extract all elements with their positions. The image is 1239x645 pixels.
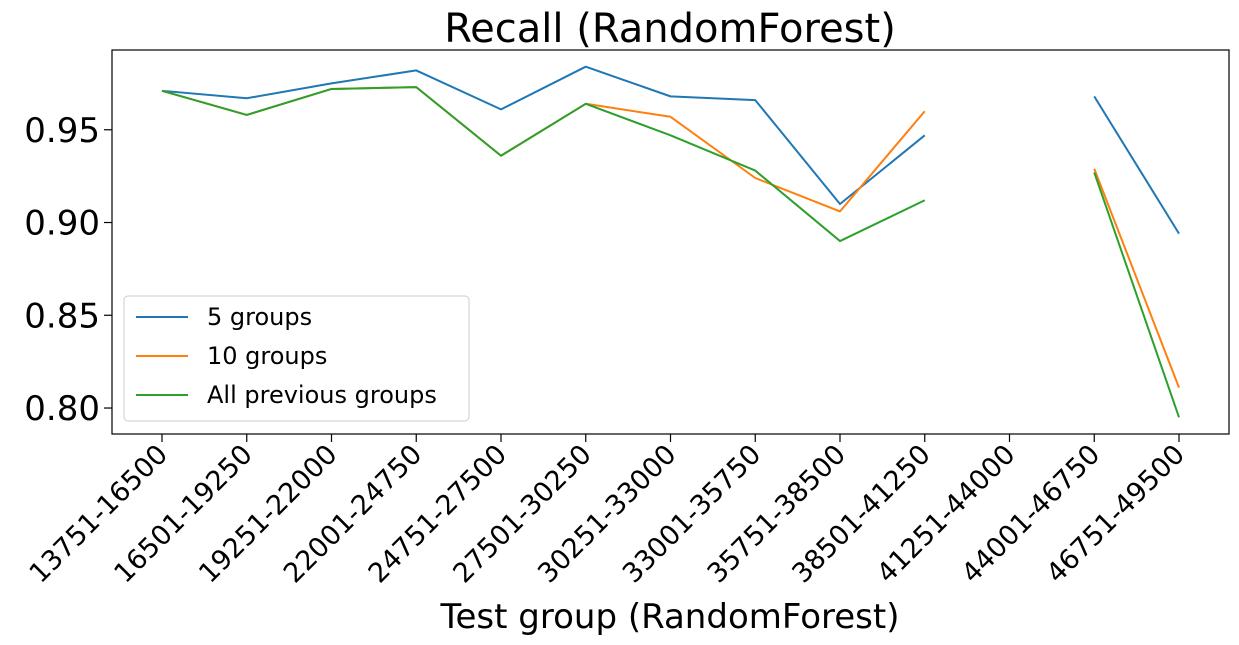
series-line-10-groups xyxy=(1093,168,1180,388)
series-line-all-previous-groups xyxy=(1093,172,1180,418)
x-axis-label: Test group (RandomForest) xyxy=(440,597,900,637)
series-line-5-groups xyxy=(161,65,926,205)
chart-title: Recall (RandomForest) xyxy=(444,6,896,52)
legend: 5 groups 10 groups All previous groups xyxy=(123,295,470,422)
legend-label-5-groups: 5 groups xyxy=(207,303,312,331)
series-layer xyxy=(161,65,1180,418)
y-tick-label: 0.90 xyxy=(24,204,100,244)
y-tick-label: 0.95 xyxy=(24,111,100,151)
series-line-5-groups xyxy=(1093,95,1180,235)
legend-frame xyxy=(123,295,470,422)
series-line-all-previous-groups xyxy=(161,86,926,243)
y-tick-label: 0.80 xyxy=(24,389,100,429)
legend-label-all-previous-groups: All previous groups xyxy=(207,381,437,409)
y-axis: 0.80 0.85 0.90 0.95 xyxy=(24,111,112,429)
legend-label-10-groups: 10 groups xyxy=(207,342,327,370)
x-axis: 13751-1650016501-1925019251-2200022001-2… xyxy=(24,434,1191,589)
y-tick-label: 0.85 xyxy=(24,296,100,336)
